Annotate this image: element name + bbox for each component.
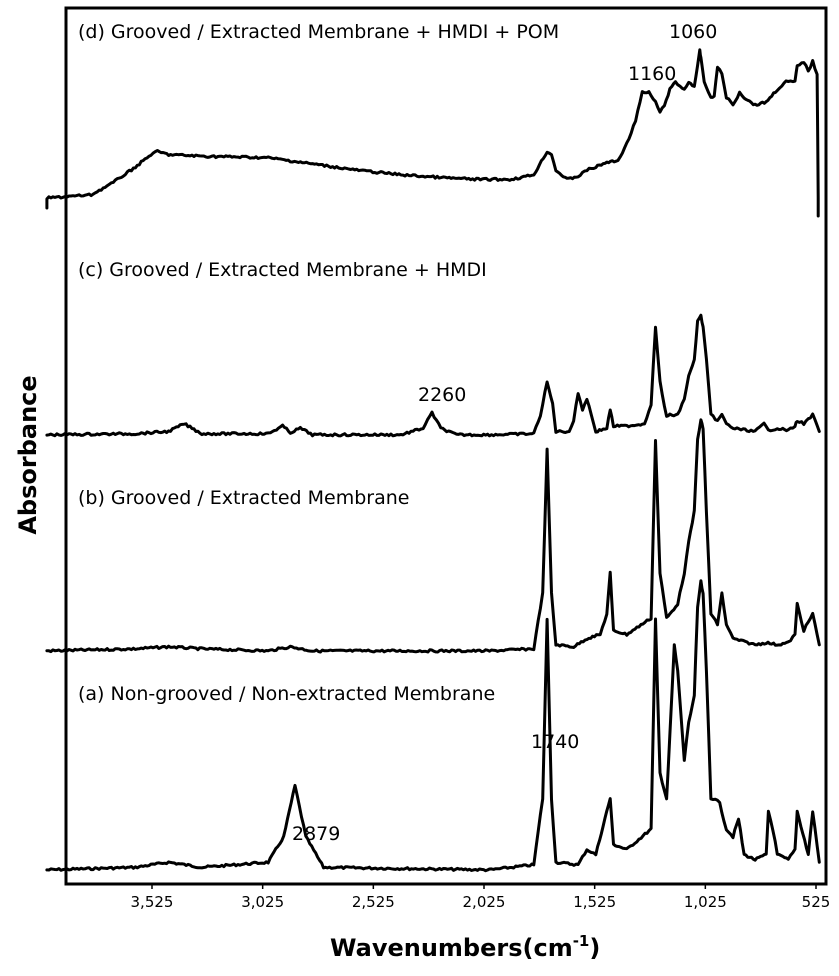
x-tick-label: 1,025 [684,893,727,911]
x-tick-label: 525 [802,893,831,911]
series-b-line [45,418,821,654]
series-a-label: (a) Non-grooved / Non-extracted Membrane [78,683,495,705]
series-d-line [45,48,820,218]
x-axis-unit-open: (cm [523,934,573,962]
series-c-label: (c) Grooved / Extracted Membrane + HMDI [78,259,487,281]
plot-frame [64,6,828,886]
series-b-label: (b) Grooved / Extracted Membrane [78,487,409,509]
y-axis-title: Absorbance [14,375,42,534]
x-axis-ticks: 3,525 3,025 2,525 2,025 1,525 1,025 525 [131,884,831,911]
x-axis-unit-sup: -1 [573,932,590,950]
x-axis-title-text: Wavenumbers [330,934,523,962]
x-tick-label: 2,025 [463,893,506,911]
x-tick-label: 3,525 [131,893,174,911]
peak-annotation-1740: 1740 [531,731,579,753]
peak-annotation-1160: 1160 [628,63,676,85]
x-axis-unit-close: ) [589,934,600,962]
series-a-line [45,579,821,873]
series-layer [45,48,821,873]
x-axis-title: Wavenumbers(cm-1) [330,932,600,962]
x-tick-label: 1,525 [573,893,616,911]
series-c-line [45,313,821,438]
peak-annotation-2260: 2260 [418,384,466,406]
peak-annotation-2879: 2879 [292,823,340,845]
x-tick-label: 3,025 [241,893,284,911]
peak-annotation-1060: 1060 [669,21,717,43]
series-d-label: (d) Grooved / Extracted Membrane + HMDI … [78,21,559,43]
x-tick-label: 2,525 [352,893,395,911]
